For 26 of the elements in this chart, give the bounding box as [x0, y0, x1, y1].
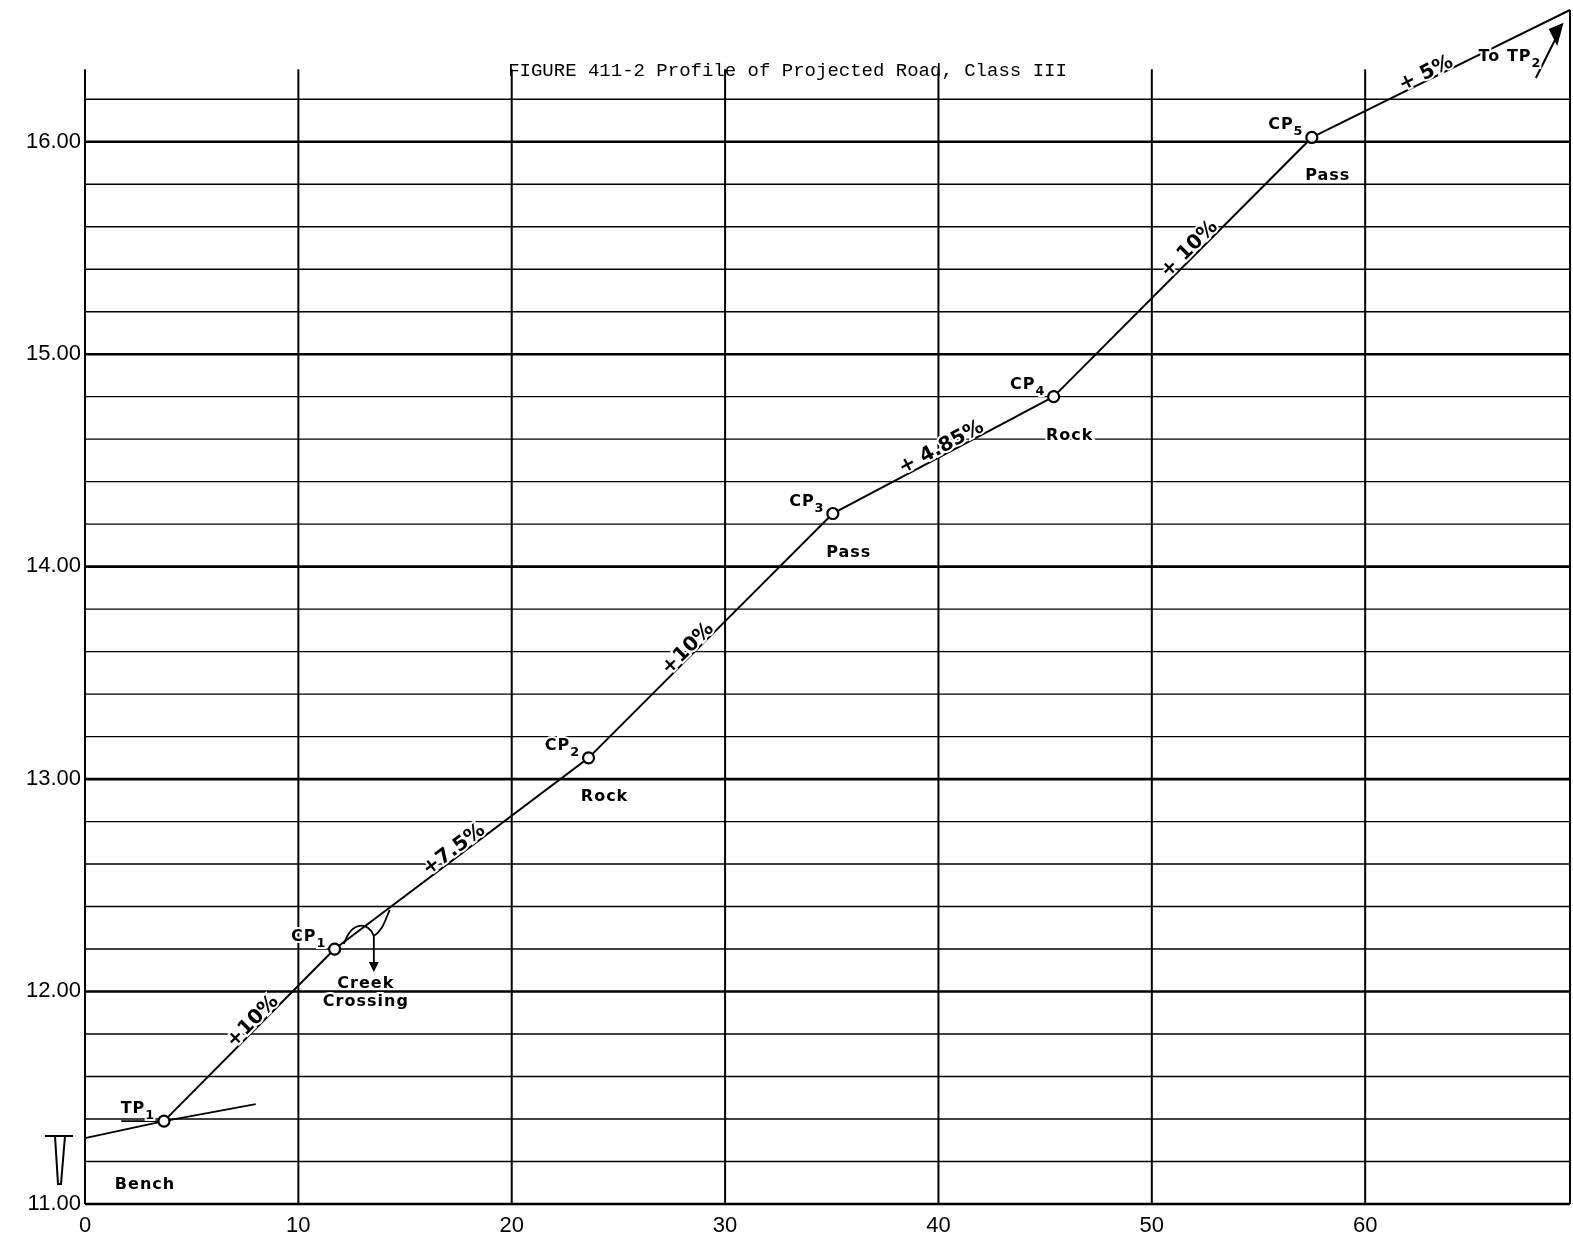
annotation: Pass [1305, 164, 1351, 184]
annotation: Rock [580, 785, 629, 805]
x-tick-label: 0 [78, 1212, 92, 1236]
annotation: + 5% [1394, 48, 1457, 96]
x-tick-label: 20 [499, 1212, 524, 1236]
x-tick-label: 40 [926, 1212, 951, 1236]
annotation: CP$_{2}$ [544, 734, 581, 759]
annotation: Pass [826, 541, 872, 561]
x-tick-label: 50 [1139, 1212, 1165, 1236]
annotation: To TP$_{2}$ [1478, 45, 1542, 70]
annotation: CP$_{4}$ [1009, 373, 1046, 398]
x-tick-label: 10 [286, 1212, 311, 1236]
y-tick-label: 15.00 [25, 339, 81, 365]
y-tick-label: 16.00 [25, 127, 81, 153]
text: FIGURE 411-2 Profile of Projected Road, Class III [508, 60, 1067, 82]
annotation: Creek Crossing [322, 973, 409, 1011]
y-tick-label: 13.00 [25, 764, 81, 790]
annotation: CP$_{5}$ [1268, 113, 1304, 139]
y-tick-label: 14.00 [25, 552, 81, 578]
annotation: Rock [1045, 424, 1094, 444]
y-tick-label: 12.00 [25, 977, 81, 1003]
x-tick-label: 30 [712, 1212, 738, 1236]
annotation: CP$_{3}$ [789, 490, 825, 515]
x-tick-label: 60 [1352, 1212, 1378, 1236]
annotation: Bench [114, 1173, 176, 1193]
y-tick-label: 11.00 [27, 1189, 81, 1215]
